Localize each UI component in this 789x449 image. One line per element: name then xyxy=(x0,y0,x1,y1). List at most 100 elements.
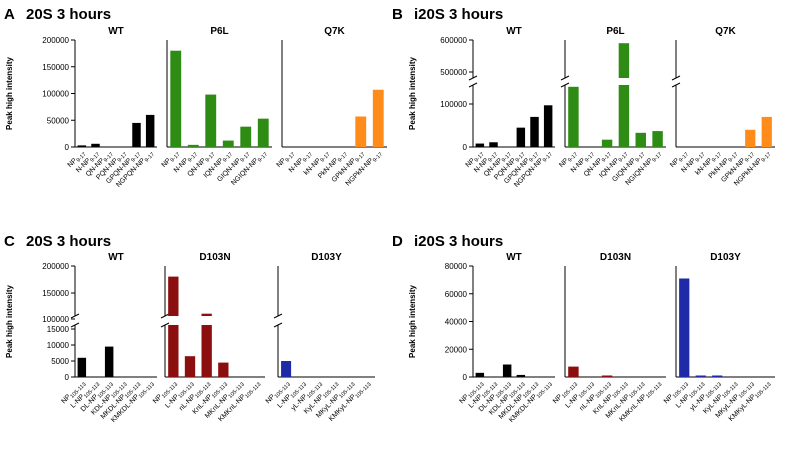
axis-break-mark xyxy=(273,313,283,319)
bar xyxy=(168,325,179,377)
bar xyxy=(240,126,252,147)
axis-break-mark xyxy=(70,322,80,328)
y-tick-label: 10000 xyxy=(47,341,70,350)
bar xyxy=(77,145,87,147)
bar xyxy=(601,139,613,147)
bar xyxy=(568,86,579,147)
group-title: D103N xyxy=(199,252,230,263)
axis-break-mark xyxy=(560,75,570,81)
bar xyxy=(132,122,141,147)
axis-break-mark xyxy=(160,313,170,319)
y-tick-label: 60000 xyxy=(445,290,468,299)
bar xyxy=(695,375,706,377)
y-tick-label: 80000 xyxy=(445,262,468,271)
bar xyxy=(652,131,663,147)
y-tick-label: 15000 xyxy=(47,325,70,334)
y-tick-label: 0 xyxy=(65,143,70,152)
y-tick-label: 20000 xyxy=(445,345,468,354)
bar xyxy=(201,325,212,377)
bar xyxy=(205,94,217,147)
y-tick-label: 500000 xyxy=(440,68,467,77)
panel-title: 20S 3 hours xyxy=(26,233,111,250)
bar xyxy=(91,143,100,147)
bar xyxy=(475,143,485,147)
axis-break-mark xyxy=(671,82,681,88)
axis-break-mark xyxy=(160,322,170,328)
y-tick-label: 100000 xyxy=(42,315,69,324)
group-title: D103Y xyxy=(311,252,342,263)
group-title: WT xyxy=(108,26,124,37)
y-tick-label: 0 xyxy=(463,143,468,152)
panel-letter: C xyxy=(4,233,15,250)
bar xyxy=(475,372,485,377)
bar xyxy=(145,114,155,147)
bar xyxy=(745,129,756,147)
y-tick-label: 0 xyxy=(65,373,70,382)
y-tick-label: 50000 xyxy=(47,116,70,125)
y-tick-label: 0 xyxy=(463,373,468,382)
bar xyxy=(170,50,182,148)
y-axis-label: Peak high intensity xyxy=(408,56,417,129)
panel-letter: D xyxy=(392,233,403,250)
bar xyxy=(355,116,367,147)
y-tick-label: 100000 xyxy=(440,100,467,109)
y-tick-label: 150000 xyxy=(42,63,69,72)
y-tick-label: 5000 xyxy=(51,357,69,366)
y-axis-label: Peak high intensity xyxy=(5,56,14,129)
bar xyxy=(222,140,234,147)
panel-title: i20S 3 hours xyxy=(414,6,503,23)
y-axis-label: Peak high intensity xyxy=(408,284,417,357)
y-tick-label: 40000 xyxy=(445,318,468,327)
y-tick-label: 150000 xyxy=(42,289,69,298)
group-title: WT xyxy=(506,252,522,263)
panel-title: i20S 3 hours xyxy=(414,233,503,250)
y-axis-label: Peak high intensity xyxy=(5,284,14,357)
bar xyxy=(679,278,690,377)
bar xyxy=(761,116,772,147)
axis-break-mark xyxy=(468,82,478,88)
group-title: Q7K xyxy=(324,26,345,37)
group-title: WT xyxy=(506,26,522,37)
bar xyxy=(489,142,498,147)
axis-break-mark xyxy=(273,322,283,328)
bar xyxy=(635,132,646,147)
y-tick-label: 100000 xyxy=(42,90,69,99)
bar xyxy=(502,364,512,377)
y-tick-label: 600000 xyxy=(440,36,467,45)
chart-panel-a: A 20S 3 hours Peak high intensity 0 50000 100… xyxy=(4,6,387,189)
chart-panel-c: C 20S 3 hours Peak high intensity 0 5000 1000… xyxy=(4,233,375,424)
bar xyxy=(187,144,199,147)
bar xyxy=(516,127,526,147)
bar xyxy=(568,366,579,377)
bar xyxy=(257,118,269,147)
group-title: WT xyxy=(108,252,124,263)
bar xyxy=(712,375,723,377)
axis-break-mark xyxy=(560,82,570,88)
group-title: P6L xyxy=(210,26,228,37)
bar xyxy=(618,43,630,78)
panel-letter: B xyxy=(392,6,403,23)
y-tick-label: 200000 xyxy=(42,262,69,271)
panel-title: 20S 3 hours xyxy=(26,6,111,23)
bar xyxy=(168,276,179,316)
axis-break-mark xyxy=(671,75,681,81)
bar xyxy=(601,375,613,377)
bar xyxy=(104,346,114,377)
group-title: Q7K xyxy=(715,26,736,37)
group-title: P6L xyxy=(606,26,624,37)
bar xyxy=(281,361,292,377)
bar xyxy=(618,85,630,147)
bar xyxy=(543,105,553,147)
bar xyxy=(530,116,539,147)
y-tick-label: 200000 xyxy=(42,36,69,45)
group-title: D103Y xyxy=(710,252,741,263)
bar xyxy=(201,313,212,316)
bar xyxy=(516,374,526,377)
axis-break-mark xyxy=(468,75,478,81)
bar xyxy=(372,89,384,147)
bar xyxy=(184,356,196,377)
bar xyxy=(77,357,87,377)
